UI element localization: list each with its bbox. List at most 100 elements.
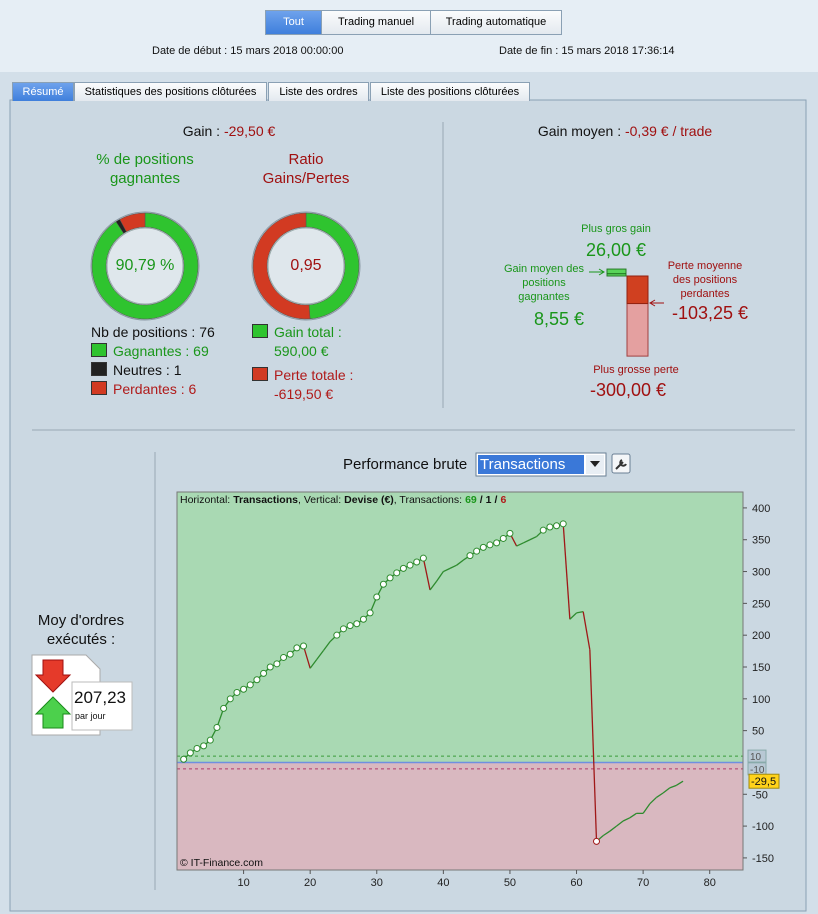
line-segment xyxy=(443,567,451,573)
filter-button[interactable]: Tout xyxy=(265,10,322,35)
point xyxy=(353,620,361,628)
line-segment xyxy=(576,610,584,614)
avg-gain-trade: Gain moyen : -0,39 € / trade xyxy=(475,123,775,139)
donut-segment xyxy=(252,212,311,320)
y-tick-label: 250 xyxy=(752,598,770,610)
last-value-label: -29,5 xyxy=(751,776,776,788)
separator: / xyxy=(480,494,483,506)
line-segment xyxy=(582,611,591,650)
x-tick-label: 60 xyxy=(570,877,582,889)
filter-button[interactable]: Trading manuel xyxy=(321,10,431,35)
y-tick-label: 400 xyxy=(752,503,770,515)
orders-label: Moy d'ordres exécutés : xyxy=(37,612,125,648)
chart-frame xyxy=(475,452,631,477)
y-tick-label: 300 xyxy=(752,567,770,579)
separator: / xyxy=(495,494,498,506)
date-end: Date de fin : 15 mars 2018 17:36:14 xyxy=(499,45,675,57)
point xyxy=(393,569,401,577)
line-segment xyxy=(589,649,598,842)
value: Devise (€) xyxy=(344,494,394,506)
point xyxy=(406,561,414,569)
point xyxy=(413,558,421,566)
y-tick-label: -100 xyxy=(752,821,774,833)
line-segment xyxy=(649,796,657,805)
total-value: 590,00 € xyxy=(274,343,329,359)
line-segment xyxy=(629,812,637,819)
tab[interactable]: Résumé xyxy=(12,82,74,101)
point xyxy=(220,704,228,712)
label: , Transactions: xyxy=(394,494,462,506)
line-segment xyxy=(309,658,318,669)
area-above xyxy=(177,492,743,763)
positions: Nb de positions : 76 xyxy=(91,324,215,340)
count-item: Perdantes : 6 xyxy=(91,381,196,397)
point xyxy=(386,574,394,582)
point xyxy=(300,642,308,650)
count-item: Neutres : 1 xyxy=(91,362,182,378)
point xyxy=(486,541,494,549)
chart-title: Performance brute xyxy=(343,456,468,473)
point xyxy=(180,755,188,763)
tab[interactable]: Liste des positions clôturées xyxy=(370,82,530,101)
point xyxy=(206,736,214,744)
area-below xyxy=(177,762,743,870)
point xyxy=(193,744,201,752)
total-value: -619,50 € xyxy=(274,386,334,402)
value: -29,50 € xyxy=(223,123,276,139)
filter-button[interactable]: Trading automatique xyxy=(430,10,562,35)
total-item: Perte totale : xyxy=(252,367,353,383)
point xyxy=(286,650,294,658)
label: Neutres : xyxy=(113,362,170,378)
point xyxy=(273,660,281,668)
donut-segment xyxy=(91,212,199,320)
line-segment xyxy=(562,523,571,620)
line-segment xyxy=(456,559,464,566)
chart-selector[interactable]: Transactions xyxy=(480,456,566,473)
annotation: © IT-Finance.com xyxy=(180,857,263,869)
point xyxy=(499,534,507,542)
arrow xyxy=(589,268,605,276)
line-segment xyxy=(529,535,537,541)
point xyxy=(506,529,514,537)
point xyxy=(359,615,367,623)
avg-gain-label: Gain moyen des positions gagnantes xyxy=(503,263,585,303)
arrow xyxy=(649,299,664,307)
point xyxy=(473,547,481,555)
donut-segment xyxy=(119,212,146,233)
line-segment xyxy=(662,787,671,794)
tab[interactable]: Statistiques des positions clôturées xyxy=(74,82,267,101)
legend-swatch xyxy=(91,362,107,376)
win-rate: 90,79 % xyxy=(115,257,175,274)
point xyxy=(266,663,274,671)
value: 15 mars 2018 17:36:14 xyxy=(561,45,675,57)
legend-swatch xyxy=(91,381,107,395)
y-tick-label: -150 xyxy=(752,853,774,865)
ratio-title: Ratio Gains/Pertes xyxy=(262,151,350,187)
value: 69 xyxy=(193,343,209,359)
max-gain-bar xyxy=(606,268,627,277)
line-segment xyxy=(422,558,431,591)
legend-swatch xyxy=(252,324,268,338)
line-segment xyxy=(609,825,617,832)
value: 6 xyxy=(188,381,197,397)
value: Transactions xyxy=(233,494,298,506)
x-tick-label: 20 xyxy=(304,877,316,889)
total-item: Gain total : xyxy=(252,324,342,340)
point xyxy=(200,742,208,750)
y-tick-label: 150 xyxy=(752,662,770,674)
point xyxy=(559,520,567,528)
orders-value: 207,23 xyxy=(74,688,126,707)
y-tick-label: 50 xyxy=(752,726,764,738)
label: Horizontal: xyxy=(180,494,230,506)
value: 1 xyxy=(173,362,182,378)
point xyxy=(539,526,547,534)
point xyxy=(226,695,234,703)
tab[interactable]: Liste des ordres xyxy=(268,82,369,101)
y-tick-label: 200 xyxy=(752,630,770,642)
count: 1 xyxy=(486,494,492,506)
line-segment xyxy=(642,803,651,814)
line-segment xyxy=(316,650,325,660)
point xyxy=(399,564,407,572)
line-segment xyxy=(449,564,457,569)
